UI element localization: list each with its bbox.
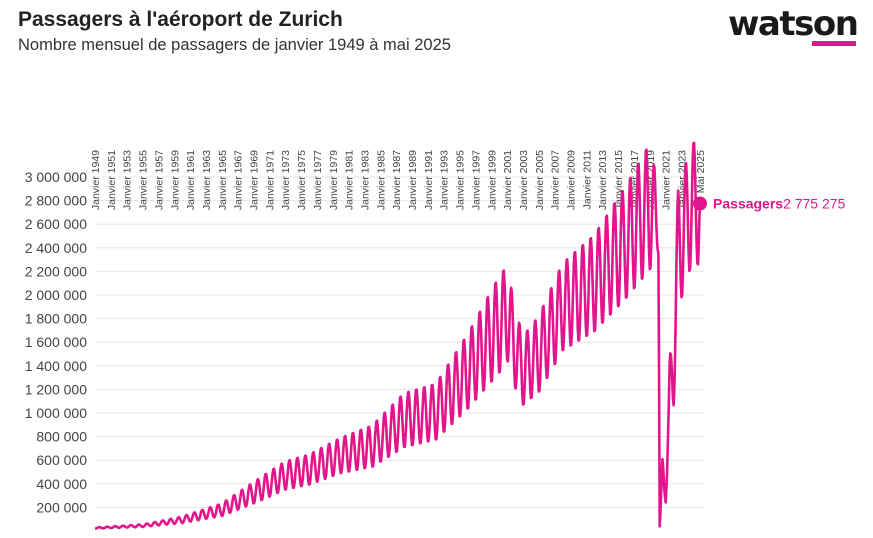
x-tick-label: Janvier 1987	[391, 150, 403, 210]
watson-logo[interactable]: watson	[728, 4, 859, 48]
x-tick-label: Janvier 1971	[264, 150, 276, 210]
x-tick-label: Janvier 1991	[423, 150, 435, 210]
series-end-value: 2 775 275	[783, 196, 845, 212]
x-tick-label: Janvier 2021	[661, 150, 673, 210]
y-tick-label: 2 000 000	[25, 287, 87, 303]
series-line-passagers	[94, 141, 702, 530]
series-end-point	[693, 196, 707, 211]
chart-subtitle: Nombre mensuel de passagers de janvier 1…	[18, 36, 451, 54]
x-tick-label: Janvier 1949	[90, 150, 102, 210]
x-tick-label: Janvier 1951	[106, 150, 118, 210]
x-tick-label: Janvier 1955	[138, 150, 150, 210]
x-tick-label: Mai 2025	[695, 150, 707, 193]
x-tick-label: Janvier 1981	[344, 150, 356, 210]
logo-underline	[812, 41, 856, 46]
y-tick-label: 1 000 000	[25, 405, 87, 421]
x-tick-label: Janvier 1977	[312, 150, 324, 210]
x-tick-label: Janvier 2007	[550, 150, 562, 210]
y-axis: 200 000 400 000 600 000 800 000 1 000 000 1 2…	[25, 169, 88, 515]
x-tick-label: Janvier 1983	[360, 150, 372, 210]
x-tick-label: Janvier 1965	[217, 150, 229, 210]
x-tick-label: Janvier 1993	[439, 150, 451, 210]
x-tick-label: Janvier 1997	[470, 150, 482, 210]
y-tick-label: 1 400 000	[25, 358, 87, 374]
x-tick-label: Janvier 1985	[375, 150, 387, 210]
y-tick-label: 1 600 000	[25, 334, 87, 350]
y-tick-label: 2 200 000	[25, 263, 87, 279]
y-tick-label: 2 400 000	[25, 240, 87, 256]
x-tick-label: Janvier 1999	[486, 150, 498, 210]
y-tick-label: 1 200 000	[25, 381, 87, 397]
x-tick-label: Janvier 1957	[153, 150, 165, 210]
x-tick-label: Janvier 1969	[249, 150, 261, 210]
y-tick-label: 2 800 000	[25, 193, 87, 209]
x-tick-label: Janvier 1963	[201, 150, 213, 210]
plot-area: Passagers2 775 275	[94, 141, 846, 530]
logo-text: watson	[728, 4, 859, 44]
x-tick-label: Janvier 2001	[502, 150, 514, 210]
x-tick-label: Janvier 1995	[455, 150, 467, 210]
chart-title: Passagers à l'aéroport de Zurich	[18, 8, 343, 31]
y-tick-label: 200 000	[36, 499, 87, 515]
x-tick-label: Janvier 1953	[122, 150, 134, 210]
y-tick-label: 400 000	[36, 476, 87, 492]
series-name: Passagers	[713, 196, 783, 212]
y-tick-label: 1 800 000	[25, 311, 87, 327]
x-tick-label: Janvier 1961	[185, 150, 197, 210]
x-tick-label: Janvier 2013	[597, 150, 609, 210]
x-tick-label: Janvier 2005	[534, 150, 546, 210]
x-tick-label: Janvier 1959	[169, 150, 181, 210]
series-end-label: Passagers2 775 275	[713, 196, 846, 212]
x-tick-label: Janvier 1973	[280, 150, 292, 210]
x-tick-label: Janvier 2009	[566, 150, 578, 210]
x-tick-label: Janvier 2011	[581, 150, 593, 210]
x-tick-label: Janvier 1989	[407, 150, 419, 210]
y-tick-label: 800 000	[36, 429, 87, 445]
y-tick-label: 2 600 000	[25, 216, 87, 232]
y-tick-label: 600 000	[36, 452, 87, 468]
x-tick-label: Janvier 1967	[233, 150, 245, 210]
x-tick-label: Janvier 2003	[518, 150, 530, 210]
x-tick-label: Janvier 1975	[296, 150, 308, 210]
y-tick-label: 3 000 000	[25, 169, 87, 185]
x-tick-label: Janvier 1979	[328, 150, 340, 210]
